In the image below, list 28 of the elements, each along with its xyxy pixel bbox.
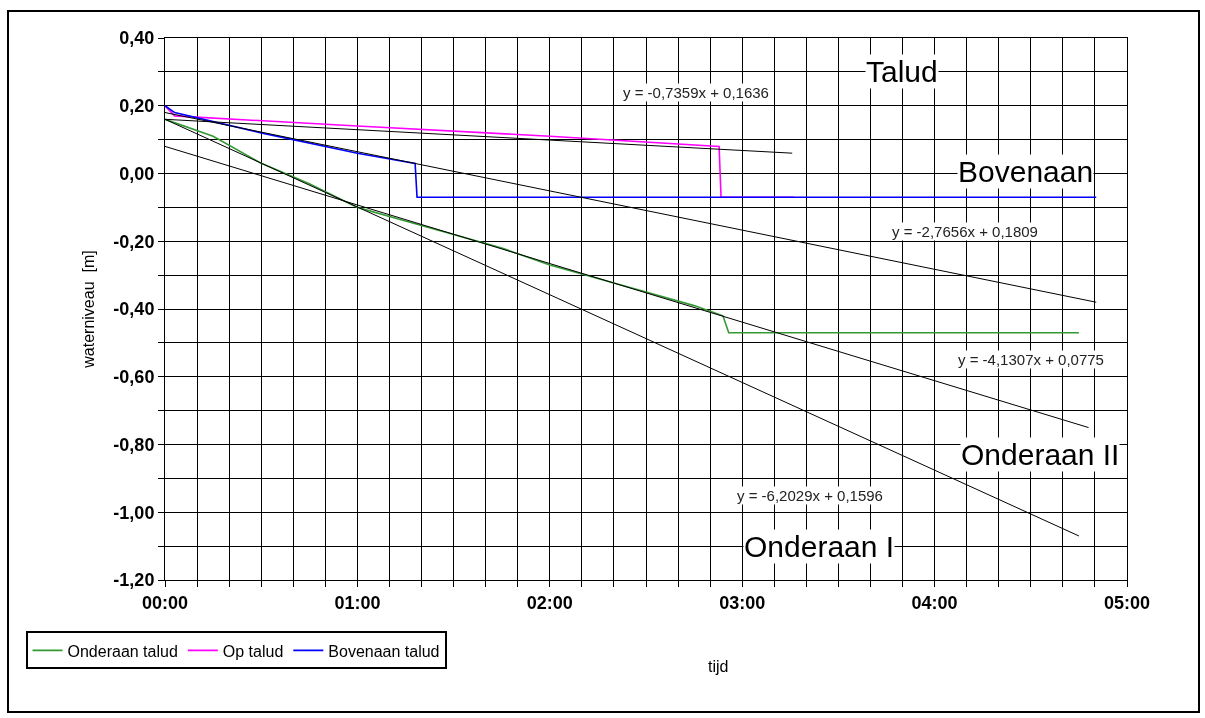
x-tick-label: 03:00 [719,592,766,613]
legend-label: Bovenaan talud [328,642,440,660]
y-tick-label: -1,20 [113,570,155,591]
y-axis-title: waterniveau [m] [80,250,98,369]
x-tick-label: 00:00 [141,592,189,613]
x-tick-label: 05:00 [1103,592,1151,613]
y-tick-label: 0,00 [119,163,155,184]
x-tick-label: 04:00 [911,592,958,613]
y-tick-label: -0,80 [113,434,155,455]
y-tick-label: -0,60 [113,367,155,388]
y-tick-label: -0,40 [113,299,155,320]
annotation: Talud [866,55,938,88]
y-tick-label: 0,40 [119,28,155,49]
annotation: Bovenaan [958,155,1094,188]
legend-label: Onderaan talud [67,642,178,660]
x-axis-title: tijd [708,658,729,675]
legend-label: Op talud [222,642,284,660]
x-tick-label: 01:00 [334,592,381,613]
y-tick-label: -1,00 [113,502,155,523]
annotation: y = -6,2029x + 0,1596 [737,487,883,504]
annotation: y = -2,7656x + 0,1809 [892,223,1038,240]
annotation: Onderaan I [744,530,895,563]
annotation: y = -4,1307x + 0,0775 [958,351,1104,368]
annotation: Onderaan II [961,438,1120,471]
annotation: y = -0,7359x + 0,1636 [623,84,769,101]
y-tick-label: 0,20 [119,96,155,117]
y-tick-label: -0,20 [113,231,155,252]
x-tick-label: 02:00 [526,592,573,613]
